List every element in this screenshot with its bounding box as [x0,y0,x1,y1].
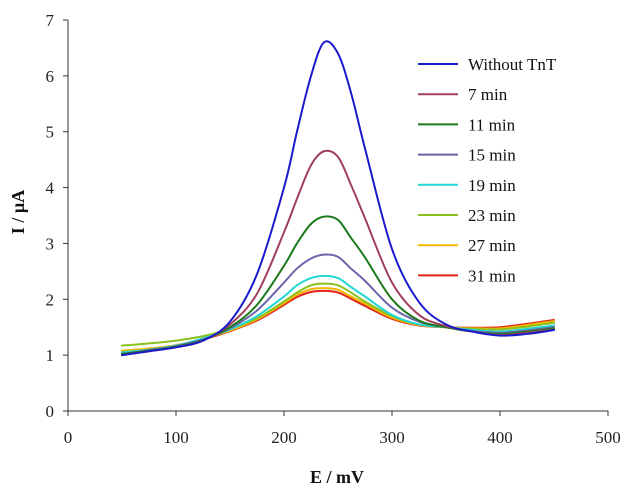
legend-item-without-tnt: Without TnT [418,55,557,74]
series-line-27-min [121,287,555,352]
legend-item-7-min: 7 min [418,85,508,104]
y-tick-label: 7 [46,11,55,30]
x-axis-label: E / mV [310,467,364,487]
legend-label: 31 min [468,266,516,285]
y-tick-label: 6 [46,67,55,86]
legend-item-23-min: 23 min [418,206,516,225]
y-tick-label: 1 [46,346,55,365]
legend-item-15-min: 15 min [418,146,516,165]
y-axis-label: I / µA [8,190,28,234]
legend-label: 11 min [468,115,516,134]
x-tick-label: 0 [64,428,73,447]
axes-layer [67,20,608,412]
x-tick-label: 300 [379,428,405,447]
x-tick-label: 500 [595,428,621,447]
x-tick-label: 200 [271,428,297,447]
series-layer [121,40,555,357]
x-tick-label: 100 [163,428,189,447]
ticks-layer: 0 1 2 3 4 5 6 7 0 100 200 300 400 500 [46,11,621,447]
legend-label: 23 min [468,206,516,225]
y-tick-label: 0 [46,402,55,421]
legend-label: 15 min [468,146,516,165]
legend-label: 27 min [468,236,516,255]
legend: Without TnT 7 min 11 min 15 min 19 min 23 min… [418,55,557,285]
y-tick-label: 4 [46,179,55,198]
x-tick-label: 400 [487,428,513,447]
y-tick-label: 5 [46,123,55,142]
legend-label: Without TnT [468,55,557,74]
legend-item-19-min: 19 min [418,176,516,195]
series-line-23-min [121,282,555,347]
legend-item-27-min: 27 min [418,236,516,255]
y-tick-label: 2 [46,290,55,309]
legend-item-31-min: 31 min [418,266,516,285]
legend-label: 19 min [468,176,516,195]
series-line-19-min [121,274,555,354]
legend-label: 7 min [468,85,508,104]
legend-item-11-min: 11 min [418,115,516,134]
y-tick-label: 3 [46,234,55,253]
series-line-without-tnt [121,40,555,357]
